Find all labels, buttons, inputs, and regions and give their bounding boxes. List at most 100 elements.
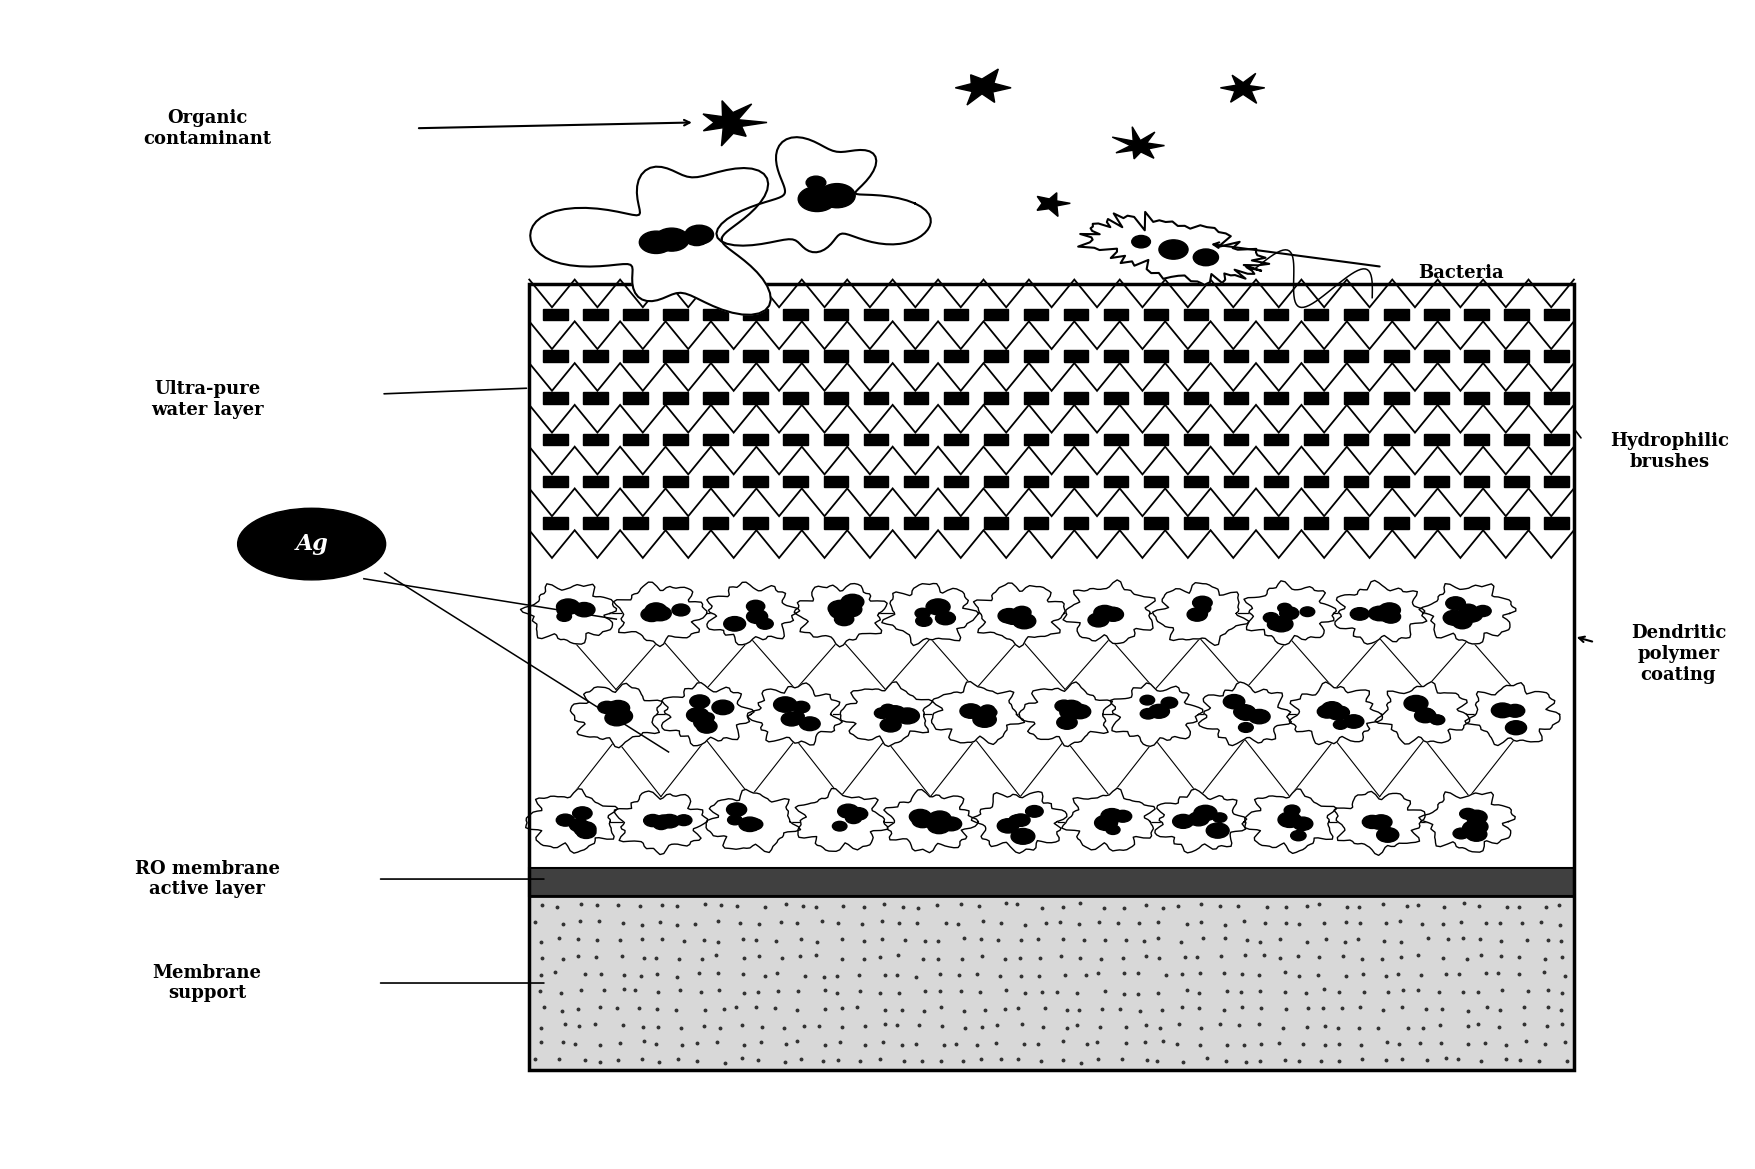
Bar [1425, 476, 1448, 487]
Circle shape [1055, 700, 1072, 712]
Bar [1064, 434, 1088, 445]
Circle shape [909, 809, 932, 824]
Polygon shape [748, 683, 842, 745]
Polygon shape [614, 582, 707, 646]
Bar [1344, 518, 1369, 528]
Bar [1223, 309, 1248, 320]
Text: Organic
contaminant: Organic contaminant [144, 109, 272, 147]
Circle shape [1416, 708, 1434, 720]
Bar [1144, 309, 1169, 320]
Circle shape [774, 697, 797, 712]
Bar [1104, 434, 1128, 445]
Polygon shape [706, 789, 800, 852]
Circle shape [1132, 235, 1151, 248]
Circle shape [641, 608, 662, 622]
Circle shape [690, 694, 709, 708]
Circle shape [1114, 810, 1132, 822]
Bar [1504, 434, 1529, 445]
Bar [544, 476, 567, 487]
Circle shape [1060, 705, 1081, 719]
Circle shape [832, 822, 848, 831]
Circle shape [1236, 706, 1257, 720]
Bar [1023, 434, 1048, 445]
Bar [823, 434, 848, 445]
Circle shape [928, 811, 951, 825]
Circle shape [1278, 812, 1300, 828]
Bar [1304, 309, 1329, 320]
Circle shape [1453, 828, 1469, 839]
Bar [1223, 518, 1248, 528]
Bar [1344, 351, 1369, 362]
Polygon shape [526, 789, 618, 853]
Circle shape [820, 184, 855, 208]
Bar [1504, 518, 1529, 528]
Circle shape [1148, 705, 1169, 718]
Circle shape [981, 707, 997, 718]
Circle shape [972, 707, 988, 718]
Circle shape [746, 818, 763, 830]
Bar [1264, 351, 1288, 362]
Circle shape [1404, 696, 1429, 711]
Bar [783, 434, 807, 445]
Bar [1144, 434, 1169, 445]
Circle shape [656, 815, 672, 825]
Circle shape [1465, 828, 1486, 842]
Bar [904, 309, 928, 320]
Circle shape [1318, 705, 1337, 718]
Bar [1344, 434, 1369, 445]
Circle shape [1462, 822, 1483, 835]
Bar [704, 309, 728, 320]
Bar [1464, 434, 1488, 445]
Polygon shape [614, 791, 707, 855]
Circle shape [1453, 616, 1472, 629]
Circle shape [799, 187, 835, 212]
Circle shape [916, 616, 932, 627]
Bar [1464, 392, 1488, 403]
Polygon shape [1062, 788, 1155, 851]
Bar [1064, 309, 1088, 320]
Bar [1544, 351, 1569, 362]
Bar [704, 392, 728, 403]
Bar [544, 309, 567, 320]
Bar [1144, 518, 1169, 528]
Circle shape [927, 599, 949, 615]
Circle shape [1213, 812, 1227, 822]
Bar [1104, 309, 1128, 320]
Circle shape [837, 804, 858, 818]
Circle shape [1430, 715, 1444, 725]
Circle shape [828, 601, 853, 616]
Bar [1185, 434, 1207, 445]
Circle shape [1474, 606, 1492, 616]
Circle shape [1506, 705, 1525, 718]
Circle shape [684, 230, 709, 245]
Bar [1385, 309, 1409, 320]
Circle shape [1376, 828, 1399, 842]
Bar [1104, 476, 1128, 487]
Bar [1223, 351, 1248, 362]
Circle shape [1011, 814, 1030, 826]
Bar [783, 392, 807, 403]
Bar [1344, 309, 1369, 320]
Polygon shape [974, 583, 1065, 648]
Circle shape [1446, 597, 1465, 610]
Bar [1464, 476, 1488, 487]
Circle shape [1460, 607, 1483, 622]
Circle shape [1104, 607, 1123, 620]
Circle shape [881, 704, 895, 713]
Bar [1304, 434, 1329, 445]
Polygon shape [795, 583, 888, 646]
Circle shape [1415, 708, 1436, 722]
Bar [1425, 309, 1448, 320]
Polygon shape [707, 582, 800, 645]
Bar [544, 392, 567, 403]
Circle shape [1290, 830, 1306, 841]
Circle shape [960, 704, 981, 718]
Polygon shape [955, 69, 1011, 105]
Circle shape [792, 701, 809, 713]
Bar [704, 476, 728, 487]
Polygon shape [1064, 580, 1155, 644]
Bar [944, 351, 969, 362]
Bar [1223, 434, 1248, 445]
Bar [1185, 518, 1207, 528]
Polygon shape [1244, 581, 1336, 645]
